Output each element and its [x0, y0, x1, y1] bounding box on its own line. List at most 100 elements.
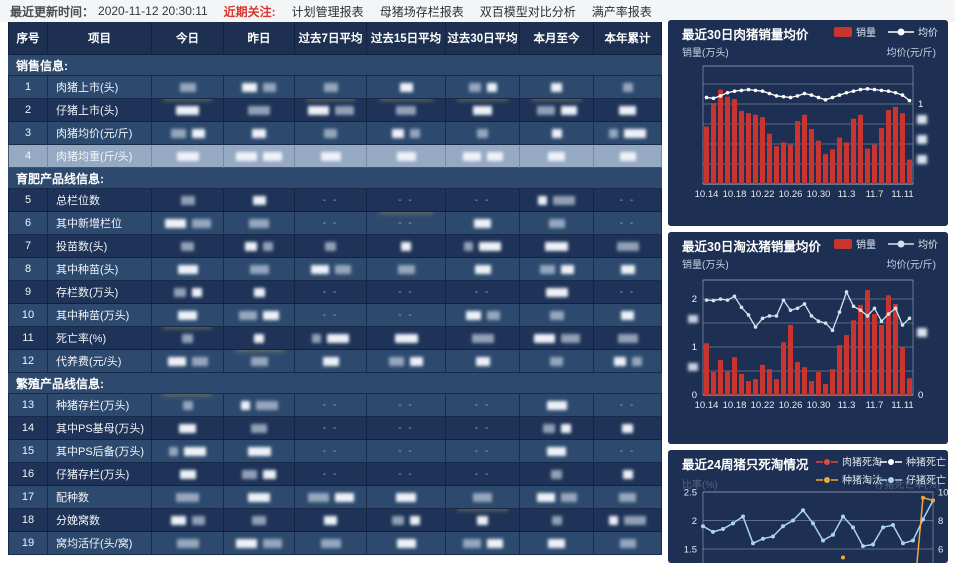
legend-label[interactable]: 销量 — [856, 26, 876, 39]
nav-link-4[interactable]: 满产率报表 — [591, 4, 652, 19]
svg-text:种猪死亡: 种猪死亡 — [906, 456, 946, 469]
x-tick: 11.11 — [891, 189, 913, 200]
legend-item-3[interactable]: 种猪淘汰 — [816, 474, 882, 487]
redacted-value — [173, 287, 186, 297]
redacted-value — [536, 492, 555, 502]
row-label: 其中种苗(万头) — [48, 304, 152, 327]
table-row-1[interactable]: 1 肉猪上市(头) — [8, 76, 662, 99]
legend-label[interactable]: 均价 — [918, 239, 938, 251]
value-cell — [446, 304, 520, 327]
value-cell — [446, 99, 520, 122]
redacted-value — [539, 264, 555, 274]
row-label: 肉猪均重(斤/头) — [48, 145, 152, 168]
redacted-value — [548, 151, 565, 161]
recent-focus-label: 近期关注: — [223, 4, 276, 19]
legend-item-2[interactable]: 种猪死亡 — [880, 456, 946, 469]
table-row-10[interactable]: 10 其中种苗(万头) - -- - — [8, 304, 662, 327]
value-cell: - - — [367, 394, 446, 417]
value-cell — [295, 76, 367, 99]
table-row-14[interactable]: 14 其中PS基母(万头) - -- -- - — [8, 417, 662, 440]
redacted-value — [560, 333, 580, 343]
cull-sales-line — [704, 290, 912, 333]
redacted-value — [609, 128, 618, 138]
table-row-7[interactable]: 7 投苗数(头) — [8, 235, 662, 258]
cull-sales-legend[interactable]: 销量 均价 — [834, 238, 938, 251]
redacted-value — [538, 195, 547, 205]
redacted-value — [396, 105, 416, 115]
row-label: 存栏数(万头) — [48, 281, 152, 304]
legend-label[interactable]: 均价 — [918, 27, 938, 39]
redacted-value — [182, 333, 193, 343]
y-left-label: 销量(万头) — [682, 258, 729, 271]
table-row-19[interactable]: 19 窝均活仔(头/窝) — [8, 532, 662, 555]
table-row-17[interactable]: 17 配种数 — [8, 486, 662, 509]
row-label: 肉猪上市(头) — [48, 76, 152, 99]
legend-bar-swatch[interactable] — [834, 239, 852, 249]
redacted-value — [473, 105, 492, 115]
redacted-value — [247, 446, 271, 456]
redacted-value — [560, 264, 574, 274]
redacted-value — [622, 82, 633, 92]
legend-item-1[interactable]: 肉猪死淘 — [816, 456, 882, 469]
row-label: 其中种苗(头) — [48, 258, 152, 281]
value-cell — [152, 394, 224, 417]
value-cell — [152, 463, 224, 486]
x-tick: 10.22 — [751, 400, 775, 411]
redacted-value — [396, 492, 416, 502]
legend-bar-swatch[interactable] — [834, 27, 852, 37]
table-row-16[interactable]: 16 仔猪存栏(万头) - -- -- - — [8, 463, 662, 486]
row-number: 13 — [8, 394, 48, 417]
table-row-11[interactable]: 11 死亡率(%) — [8, 327, 662, 350]
pig-sales-legend[interactable]: 销量 均价 — [834, 26, 938, 39]
redacted-value — [486, 538, 503, 548]
nav-link-1[interactable]: 计划管理报表 — [291, 4, 364, 19]
row-number: 10 — [8, 304, 48, 327]
legend-line-dot[interactable] — [897, 240, 905, 248]
table-row-12[interactable]: 12 代养费(元/头) — [8, 350, 662, 373]
table-row-5[interactable]: 5 总栏位数 - -- -- -- - — [8, 189, 662, 212]
nav-link-2[interactable]: 母猪场存栏报表 — [379, 4, 464, 19]
value-cell — [446, 212, 520, 235]
redacted-value — [334, 492, 354, 502]
row-number: 15 — [8, 440, 48, 463]
table-row-6[interactable]: 6 其中新增栏位 - -- -- - — [8, 212, 662, 235]
redacted-value — [312, 333, 321, 343]
value-cell — [295, 99, 367, 122]
row-number: 12 — [8, 350, 48, 373]
col-header-9: 本年累计 — [594, 22, 662, 55]
value-cell — [520, 486, 594, 509]
table-row-13[interactable]: 13 种猪存栏(万头) - -- -- -- - — [8, 394, 662, 417]
value-cell — [152, 281, 224, 304]
table-row-4-selected[interactable]: 4 肉猪均重(斤/头) — [8, 145, 662, 168]
legend-line-dot[interactable] — [897, 28, 905, 36]
x-tick: 10.26 — [779, 189, 803, 200]
blur-smudge — [378, 99, 434, 101]
row-number: 3 — [8, 122, 48, 145]
table-row-15[interactable]: 15 其中PS后备(万头) - -- -- -- - — [8, 440, 662, 463]
redacted-value — [551, 128, 562, 138]
row-number: 2 — [8, 99, 48, 122]
table-row-8[interactable]: 8 其中种苗(头) — [8, 258, 662, 281]
x-tick: 11.7 — [866, 189, 884, 200]
legend-label[interactable]: 销量 — [856, 238, 876, 251]
nav-link-3[interactable]: 双百模型对比分析 — [479, 4, 576, 19]
redacted-value — [327, 333, 349, 343]
table-row-3[interactable]: 3 肉猪均价(元/斤) — [8, 122, 662, 145]
value-cell — [520, 189, 594, 212]
table-row-9[interactable]: 9 存栏数(万头) - -- -- -- - — [8, 281, 662, 304]
table-row-18[interactable]: 18 分娩窝数 — [8, 509, 662, 532]
value-cell — [224, 212, 295, 235]
redacted-tick — [917, 328, 927, 337]
redacted-value — [263, 310, 279, 320]
redacted-value — [320, 538, 341, 548]
legend-item-4[interactable]: 仔猪死亡 — [880, 474, 946, 487]
redacted-value — [548, 538, 565, 548]
table-row-2[interactable]: 2 仔猪上市(头) — [8, 99, 662, 122]
x-tick: 10.22 — [751, 189, 775, 200]
value-cell — [224, 99, 295, 122]
redacted-value — [242, 82, 257, 92]
row-number: 1 — [8, 76, 48, 99]
redacted-value — [184, 446, 206, 456]
